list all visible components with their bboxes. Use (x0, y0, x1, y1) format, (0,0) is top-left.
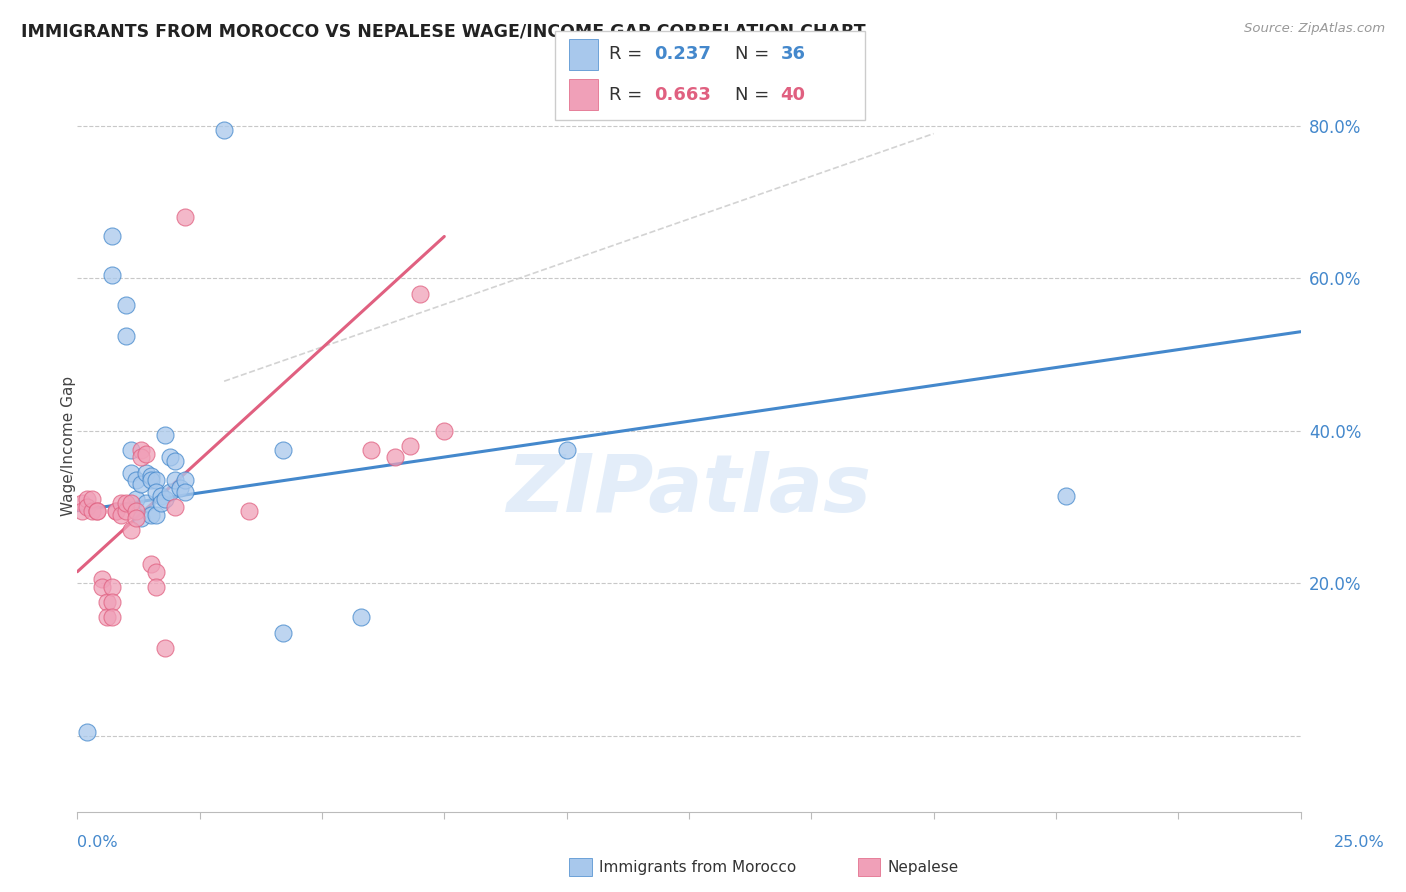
Point (145, 565, 167, 579)
Point (105, 504, 128, 518)
Point (110, 508, 132, 522)
Point (125, 511, 148, 525)
Point (129, 450, 152, 465)
Point (115, 496, 138, 510)
Point (212, 123, 235, 137)
Point (105, 504, 128, 518)
Text: R =: R = (609, 86, 648, 103)
Point (145, 484, 167, 499)
Text: Source: ZipAtlas.com: Source: ZipAtlas.com (1244, 22, 1385, 36)
Point (360, 442, 382, 457)
Point (120, 523, 142, 537)
Point (135, 447, 157, 461)
Point (159, 484, 181, 499)
Point (76, 500, 98, 514)
Point (76, 492, 98, 507)
Point (238, 504, 260, 518)
Point (90, 572, 112, 586)
Point (155, 427, 177, 442)
Text: 0.663: 0.663 (654, 86, 710, 103)
Point (86, 504, 108, 518)
Point (384, 450, 406, 465)
Point (139, 473, 162, 487)
Point (155, 492, 177, 507)
Point (399, 439, 422, 453)
Point (115, 504, 138, 518)
Point (70, 496, 93, 510)
Text: 25.0%: 25.0% (1334, 836, 1385, 850)
Text: Nepalese: Nepalese (887, 860, 959, 874)
Point (149, 496, 172, 510)
Point (169, 481, 191, 495)
Point (159, 450, 181, 465)
Text: N =: N = (735, 45, 775, 63)
Point (174, 473, 197, 487)
Text: 0.0%: 0.0% (77, 836, 118, 850)
Point (100, 229, 122, 244)
Point (125, 504, 148, 518)
Point (145, 473, 167, 487)
Point (145, 580, 167, 594)
Text: 40: 40 (780, 86, 806, 103)
Point (409, 286, 432, 301)
Point (115, 328, 138, 343)
Point (139, 557, 162, 571)
Point (90, 580, 112, 594)
Text: IMMIGRANTS FROM MOROCCO VS NEPALESE WAGE/INCOME GAP CORRELATION CHART: IMMIGRANTS FROM MOROCCO VS NEPALESE WAGE… (21, 22, 866, 40)
Point (96, 595, 118, 609)
Point (96, 610, 118, 624)
Point (100, 268, 122, 282)
Point (76, 724, 98, 739)
Point (139, 469, 162, 483)
Point (120, 442, 142, 457)
Point (149, 489, 172, 503)
Point (86, 504, 108, 518)
Text: N =: N = (735, 86, 775, 103)
Point (100, 580, 122, 594)
Point (80, 504, 103, 518)
Point (129, 442, 152, 457)
Point (110, 496, 132, 510)
Point (129, 477, 152, 491)
Point (555, 442, 578, 457)
Text: R =: R = (609, 45, 648, 63)
Point (1054, 489, 1077, 503)
Text: ZIPatlas: ZIPatlas (506, 450, 872, 529)
Point (135, 466, 157, 480)
Point (125, 473, 148, 487)
Point (271, 442, 294, 457)
Text: 36: 36 (780, 45, 806, 63)
Point (80, 492, 103, 507)
Point (129, 511, 152, 525)
Point (433, 424, 456, 438)
Point (155, 640, 177, 655)
Point (100, 595, 122, 609)
Point (271, 625, 294, 640)
Point (139, 508, 162, 522)
Y-axis label: Wage/Income Gap: Wage/Income Gap (62, 376, 76, 516)
Point (125, 492, 148, 507)
Point (115, 298, 138, 312)
Text: 0.237: 0.237 (654, 45, 710, 63)
Point (165, 500, 187, 514)
Point (174, 211, 197, 225)
Point (165, 473, 187, 487)
Point (350, 610, 373, 624)
Point (135, 496, 157, 510)
Text: Immigrants from Morocco: Immigrants from Morocco (599, 860, 796, 874)
Point (174, 484, 197, 499)
Point (120, 496, 142, 510)
Point (145, 508, 167, 522)
Point (70, 504, 93, 518)
Point (120, 466, 142, 480)
Point (165, 454, 187, 468)
Point (100, 610, 122, 624)
